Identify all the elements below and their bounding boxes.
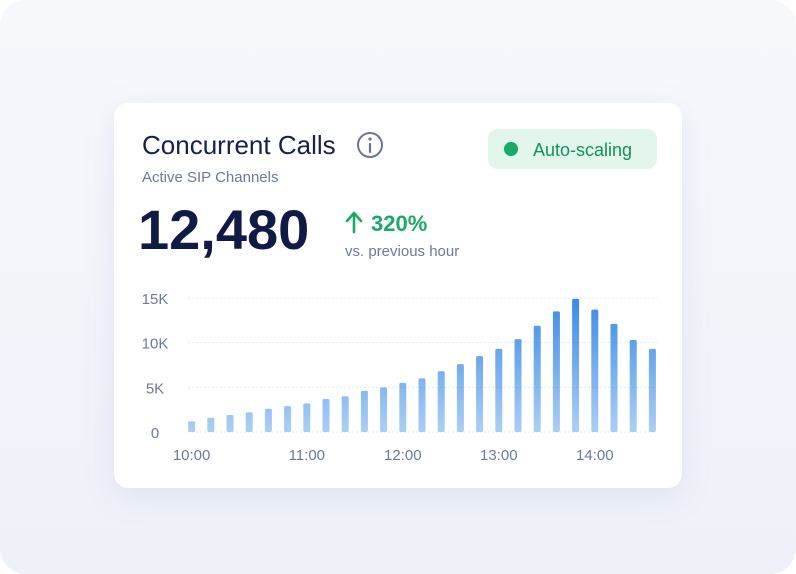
- bar: [207, 417, 215, 432]
- bar: [495, 348, 503, 432]
- bar: [322, 398, 330, 432]
- x-tick-label: 11:00: [289, 447, 325, 464]
- card-title: Concurrent Calls: [142, 130, 336, 160]
- card-subtitle: Active SIP Channels: [142, 169, 278, 186]
- bar: [456, 364, 464, 432]
- bar: [303, 403, 311, 432]
- metric-value: 12,480: [138, 198, 309, 261]
- badge-label: Auto-scaling: [533, 140, 632, 160]
- x-tick-label: 10:00: [173, 447, 211, 464]
- y-tick-label: 10K: [142, 336, 169, 353]
- bar: [245, 412, 253, 432]
- info-icon[interactable]: [357, 132, 383, 158]
- bar: [572, 298, 580, 432]
- y-tick-label: 15K: [142, 291, 169, 308]
- bar: [591, 309, 599, 432]
- metric-comparison: vs. previous hour: [345, 243, 459, 260]
- y-tick-label: 5K: [146, 380, 164, 397]
- x-tick-label: 12:00: [384, 447, 422, 464]
- bar: [552, 311, 560, 432]
- bar: [341, 396, 349, 432]
- bar: [476, 356, 484, 432]
- y-tick-label: 0: [151, 425, 159, 442]
- bar: [418, 378, 426, 432]
- x-tick-label: 14:00: [576, 447, 614, 464]
- bar: [514, 339, 522, 432]
- bar: [610, 323, 618, 432]
- bar: [226, 415, 234, 432]
- bar: [437, 371, 445, 432]
- bar: [360, 390, 368, 432]
- bar: [533, 325, 541, 432]
- bar: [629, 339, 637, 432]
- badge: [488, 129, 657, 169]
- metric-change: 320%: [371, 211, 427, 236]
- bar: [188, 421, 196, 432]
- x-tick-label: 13:00: [480, 447, 518, 464]
- bar: [648, 348, 656, 432]
- status-dot: [504, 142, 518, 156]
- bar: [264, 408, 272, 432]
- bar: [380, 387, 388, 432]
- bar: [284, 406, 292, 432]
- up-arrow: [345, 211, 363, 234]
- bar: [399, 382, 407, 432]
